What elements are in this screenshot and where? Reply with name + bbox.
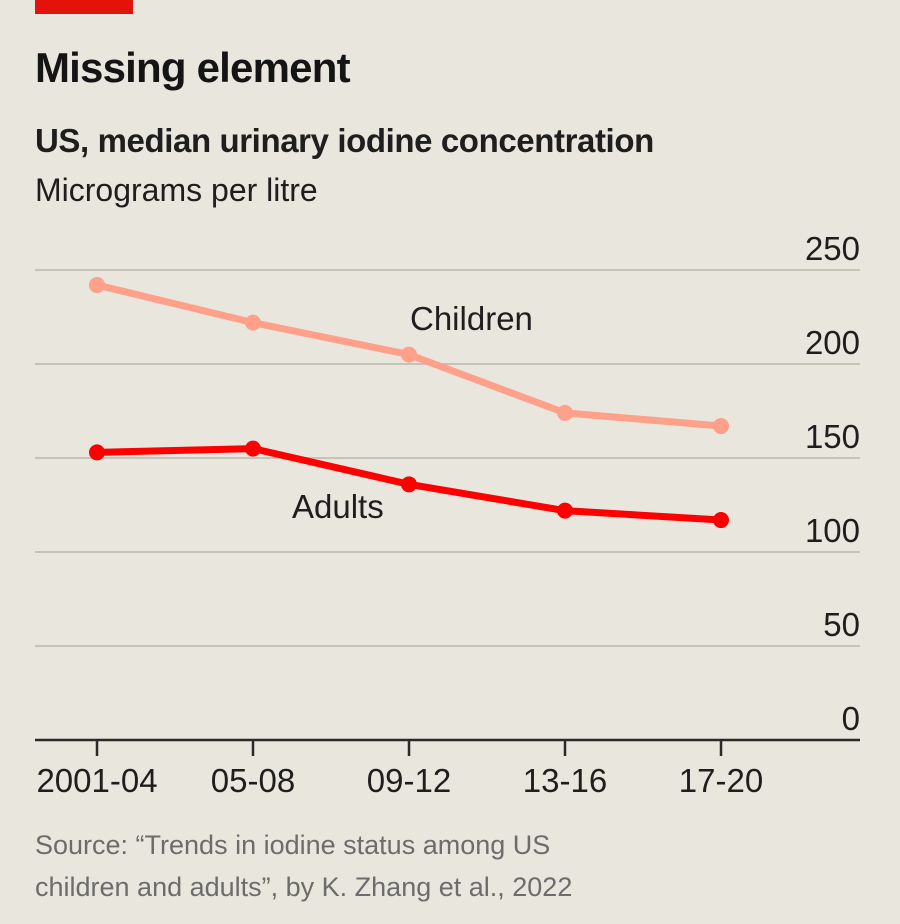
y-tick-label: 0 [842,700,860,737]
series-adults: Adults [89,440,729,529]
unit-label: Micrograms per litre [35,172,318,208]
chart-title: Missing element [35,44,351,91]
data-point [89,277,105,294]
y-tick-label: 200 [805,324,860,361]
series-children: Children [89,277,729,435]
source-note: Source: “Trends in iodine status among U… [35,824,855,908]
y-tick-label: 250 [805,230,860,267]
x-tick-label: 13-16 [523,762,607,799]
series-label: Adults [292,488,384,525]
data-point [713,512,729,529]
data-point [89,444,105,461]
data-point [557,502,573,519]
data-point [401,476,417,493]
y-tick-label: 100 [805,512,860,549]
x-tick-label: 09-12 [367,762,451,799]
brand-red-tag [35,0,133,14]
x-tick-label: 2001-04 [36,762,157,799]
y-tick-label: 150 [805,418,860,455]
x-tick-label: 05-08 [211,762,295,799]
chart-subtitle: US, median urinary iodine concentration [35,122,654,159]
data-point [401,346,417,363]
data-point [713,418,729,435]
data-point [245,440,261,457]
series-label: Children [410,300,533,337]
source-line-1: Source: “Trends in iodine status among U… [35,830,551,860]
source-line-2: children and adults”, by K. Zhang et al.… [35,872,573,902]
y-tick-label: 50 [823,606,860,643]
x-tick-label: 17-20 [679,762,763,799]
data-point [557,404,573,421]
data-point [245,314,261,331]
